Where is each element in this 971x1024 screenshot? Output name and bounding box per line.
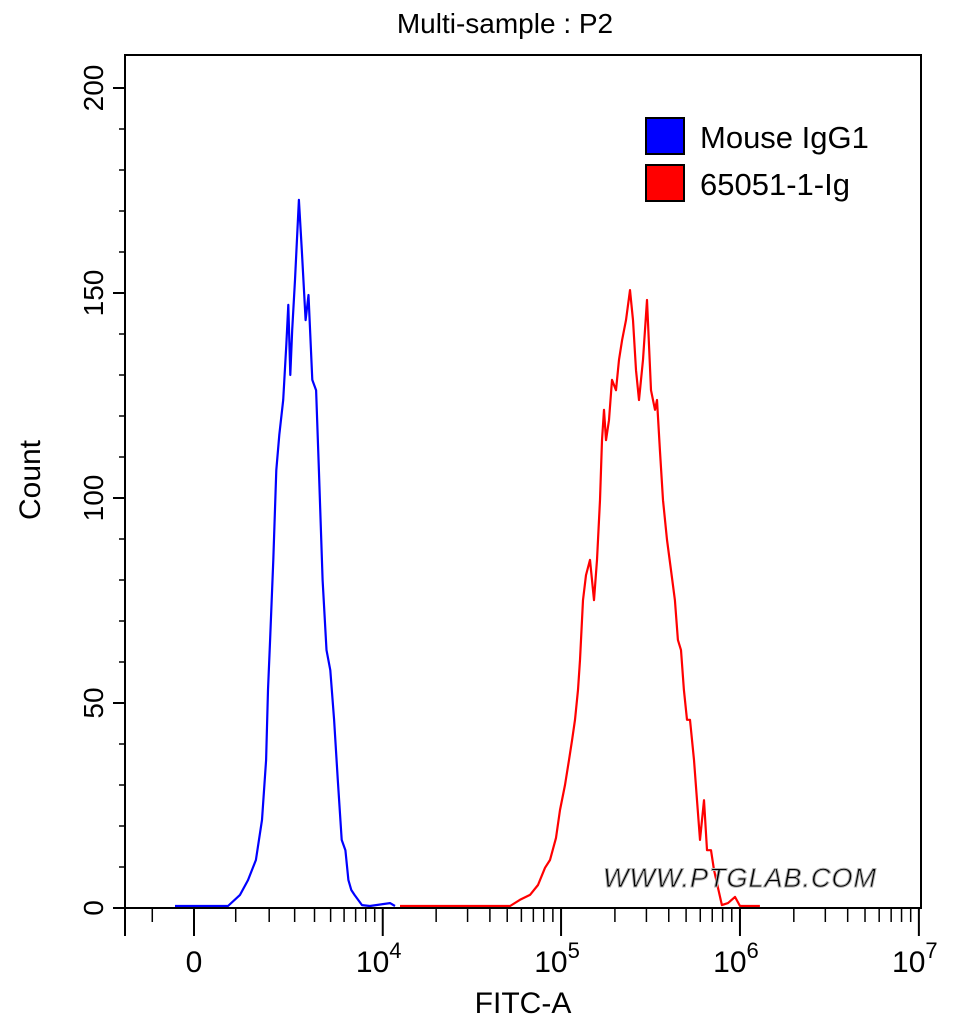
legend-swatch	[645, 164, 685, 202]
y-axis-label: Count	[14, 439, 47, 520]
series-line-0	[175, 198, 396, 908]
series-line-1	[400, 289, 760, 908]
x-axis-label: FITC-A	[475, 987, 572, 1020]
x-tick-label: 106	[713, 938, 759, 979]
x-tick-label: 105	[534, 938, 580, 979]
x-tick-base: 10	[713, 946, 746, 979]
x-tick-base: 10	[356, 946, 389, 979]
y-tick-label: 200	[78, 65, 109, 112]
x-tick-exponent: 6	[747, 938, 759, 963]
y-tick-label: 150	[78, 270, 109, 317]
x-tick-exponent: 4	[389, 938, 401, 963]
chart-title: Multi-sample : P2	[397, 8, 613, 39]
legend-label: Mouse IgG1	[700, 120, 869, 155]
legend-swatch	[645, 117, 685, 155]
x-tick-exponent: 5	[568, 938, 580, 963]
plot-frame	[124, 54, 922, 909]
x-tick-base: 10	[534, 946, 567, 979]
x-tick-label: 0	[186, 946, 203, 979]
x-tick-label: 107	[892, 938, 938, 979]
legend: Mouse IgG1 65051-1-Ig	[645, 117, 869, 202]
legend-label: 65051-1-Ig	[700, 167, 850, 202]
y-tick-label: 0	[78, 900, 109, 916]
series-layer	[175, 198, 760, 908]
x-tick-label: 104	[356, 938, 402, 979]
x-tick-base: 0	[186, 946, 203, 979]
watermark: WWW.PTGLAB.COM	[603, 863, 877, 893]
y-tick-label: 100	[78, 475, 109, 522]
x-tick-base: 10	[892, 946, 925, 979]
y-tick-label: 50	[78, 687, 109, 718]
x-tick-exponent: 7	[925, 938, 937, 963]
